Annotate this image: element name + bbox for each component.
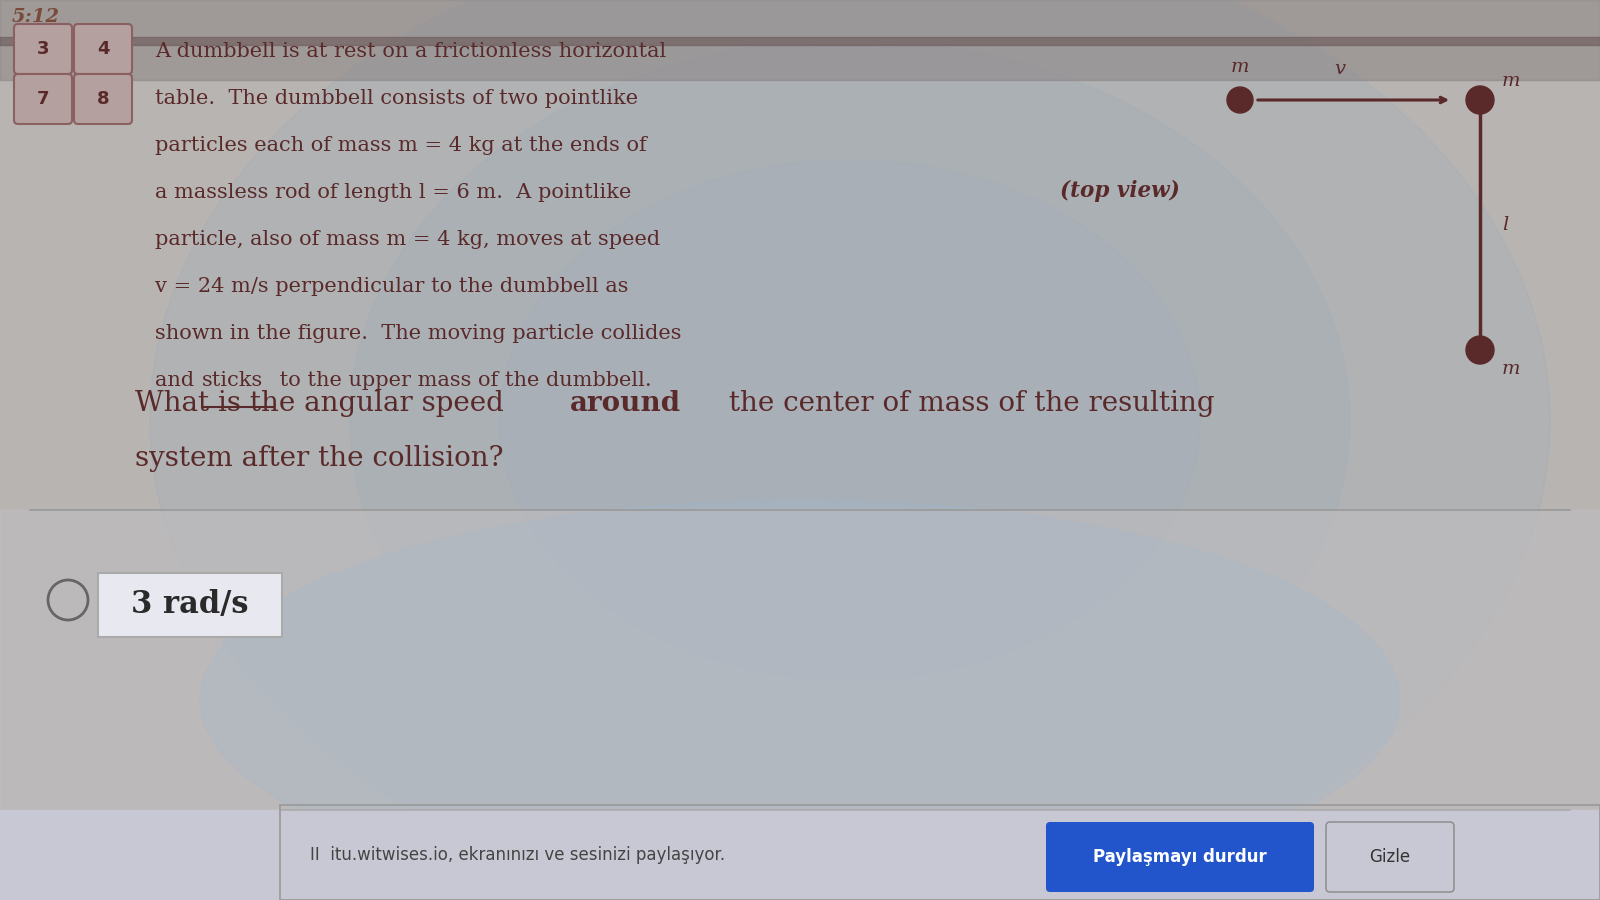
Text: 8: 8 [96, 90, 109, 108]
Ellipse shape [499, 160, 1200, 680]
Ellipse shape [200, 500, 1400, 900]
Text: v = 24 m/s perpendicular to the dumbbell as: v = 24 m/s perpendicular to the dumbbell… [155, 277, 629, 296]
Text: (top view): (top view) [1059, 180, 1179, 202]
Text: m: m [1502, 72, 1520, 90]
Text: Paylaşmayı durdur: Paylaşmayı durdur [1093, 848, 1267, 866]
Text: 3: 3 [37, 40, 50, 58]
FancyBboxPatch shape [14, 74, 72, 124]
FancyBboxPatch shape [74, 24, 131, 74]
Text: 5:12: 5:12 [13, 8, 61, 26]
Bar [0, 810, 1600, 900]
Circle shape [1466, 336, 1494, 364]
Text: system after the collision?: system after the collision? [134, 445, 504, 472]
Text: 3 rad/s: 3 rad/s [131, 590, 248, 620]
Circle shape [1466, 86, 1494, 114]
Text: shown in the figure.  The moving particle collides: shown in the figure. The moving particle… [155, 324, 682, 343]
Text: m: m [1502, 360, 1520, 378]
Text: A dumbbell is at rest on a frictionless horizontal: A dumbbell is at rest on a frictionless … [155, 42, 666, 61]
Text: sticks: sticks [202, 371, 264, 390]
Text: m: m [1230, 58, 1250, 76]
Text: a massless rod of length l = 6 m.  A pointlike: a massless rod of length l = 6 m. A poin… [155, 183, 632, 202]
FancyBboxPatch shape [1046, 822, 1314, 892]
Text: What is the angular speed: What is the angular speed [134, 390, 512, 417]
Text: l: l [1502, 216, 1509, 234]
Text: particle, also of mass m = 4 kg, moves at speed: particle, also of mass m = 4 kg, moves a… [155, 230, 661, 249]
FancyBboxPatch shape [1326, 822, 1454, 892]
Text: around: around [570, 390, 682, 417]
Text: 4: 4 [96, 40, 109, 58]
Text: v: v [1334, 60, 1346, 78]
Text: the center of mass of the resulting: the center of mass of the resulting [720, 390, 1214, 417]
Text: and: and [155, 371, 200, 390]
Text: II  itu.witwises.io, ekranınızı ve sesinizi paylaşıyor.: II itu.witwises.io, ekranınızı ve sesini… [310, 846, 725, 864]
Ellipse shape [150, 0, 1550, 900]
FancyBboxPatch shape [98, 573, 282, 637]
Text: Gizle: Gizle [1370, 848, 1411, 866]
Text: to the upper mass of the dumbbell.: to the upper mass of the dumbbell. [274, 371, 651, 390]
Text: particles each of mass m = 4 kg at the ends of: particles each of mass m = 4 kg at the e… [155, 136, 646, 155]
FancyBboxPatch shape [74, 74, 131, 124]
Bar [0, 510, 1600, 900]
Bar [0, 0, 1600, 80]
Circle shape [1227, 87, 1253, 113]
Ellipse shape [350, 40, 1350, 800]
Text: table.  The dumbbell consists of two pointlike: table. The dumbbell consists of two poin… [155, 89, 638, 108]
Bar [0, 37, 1600, 45]
Text: 7: 7 [37, 90, 50, 108]
FancyBboxPatch shape [14, 24, 72, 74]
